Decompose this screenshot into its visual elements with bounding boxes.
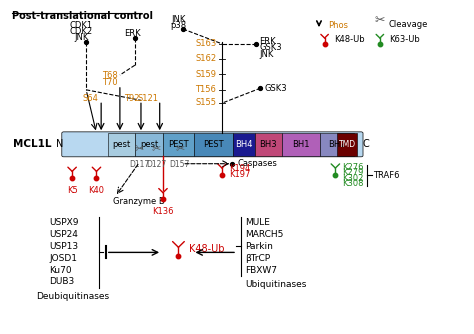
- Text: K5: K5: [67, 186, 77, 195]
- Text: USP13: USP13: [50, 242, 79, 251]
- Text: BH3: BH3: [260, 140, 277, 149]
- Text: ✂: ✂: [135, 145, 144, 155]
- Text: ✂: ✂: [152, 145, 161, 155]
- Text: MCL1L: MCL1L: [13, 139, 52, 149]
- Text: JNK: JNK: [74, 33, 89, 42]
- Text: K279: K279: [342, 168, 364, 177]
- Text: ERK: ERK: [124, 29, 141, 38]
- Text: CDK1: CDK1: [70, 21, 93, 30]
- Text: USPX9: USPX9: [50, 218, 79, 227]
- Text: T68: T68: [102, 70, 118, 79]
- Text: C: C: [363, 139, 369, 149]
- Text: DUB3: DUB3: [50, 278, 75, 287]
- Text: T92: T92: [124, 94, 139, 103]
- FancyBboxPatch shape: [255, 133, 282, 156]
- Text: BH2: BH2: [328, 140, 346, 149]
- Text: GSK3: GSK3: [264, 84, 287, 93]
- Text: TMD: TMD: [338, 140, 356, 149]
- FancyBboxPatch shape: [337, 133, 357, 156]
- Text: T156: T156: [195, 85, 217, 94]
- Text: N: N: [56, 139, 64, 149]
- Text: K48-Ub: K48-Ub: [189, 244, 224, 254]
- FancyBboxPatch shape: [108, 133, 136, 156]
- FancyBboxPatch shape: [282, 133, 320, 156]
- FancyBboxPatch shape: [194, 133, 233, 156]
- Text: K136: K136: [152, 207, 174, 216]
- Text: JNK: JNK: [259, 50, 274, 59]
- Text: D127: D127: [146, 160, 166, 169]
- Text: S121: S121: [137, 94, 158, 103]
- Text: ERK: ERK: [259, 37, 276, 46]
- Text: FBXW7: FBXW7: [246, 266, 277, 275]
- Text: S162: S162: [195, 54, 217, 63]
- Text: pest: pest: [140, 140, 158, 149]
- FancyBboxPatch shape: [320, 133, 354, 156]
- Text: S159: S159: [195, 70, 217, 79]
- Text: ✂: ✂: [374, 14, 385, 27]
- Text: K40: K40: [89, 186, 104, 195]
- Text: USP24: USP24: [50, 230, 79, 239]
- Text: MARCH5: MARCH5: [246, 230, 284, 239]
- FancyBboxPatch shape: [136, 133, 163, 156]
- Text: ✂: ✂: [175, 145, 184, 155]
- Text: Phos: Phos: [328, 21, 348, 30]
- Text: S155: S155: [195, 99, 217, 108]
- Text: K194: K194: [229, 164, 250, 173]
- Text: TRAF6: TRAF6: [374, 171, 400, 180]
- Text: Cleavage: Cleavage: [388, 20, 428, 29]
- FancyBboxPatch shape: [62, 132, 363, 157]
- Text: pest: pest: [113, 140, 131, 149]
- Text: T70: T70: [102, 78, 118, 87]
- Text: Caspases: Caspases: [237, 159, 277, 168]
- Text: K308: K308: [342, 179, 364, 188]
- Text: Deubiquitinases: Deubiquitinases: [36, 292, 109, 301]
- Text: βTrCP: βTrCP: [246, 254, 271, 263]
- Text: D157: D157: [170, 160, 190, 169]
- Text: K302: K302: [342, 174, 364, 183]
- Text: p38: p38: [170, 21, 186, 30]
- FancyBboxPatch shape: [233, 133, 255, 156]
- Text: CDK2: CDK2: [70, 27, 93, 36]
- Text: Ubiquitinases: Ubiquitinases: [245, 280, 307, 289]
- Text: K197: K197: [229, 170, 250, 179]
- Text: K63-Ub: K63-Ub: [389, 35, 420, 44]
- Text: MULE: MULE: [246, 218, 270, 227]
- Text: K48-Ub: K48-Ub: [334, 35, 365, 44]
- Text: Ku70: Ku70: [50, 266, 72, 275]
- FancyBboxPatch shape: [163, 133, 194, 156]
- Text: S64: S64: [83, 94, 99, 103]
- Text: BH4: BH4: [235, 140, 253, 149]
- Text: Granzyme B: Granzyme B: [113, 197, 164, 206]
- Text: JOSD1: JOSD1: [50, 254, 78, 263]
- Text: JNK: JNK: [171, 15, 186, 24]
- Text: D117: D117: [129, 160, 150, 169]
- Text: GSK3: GSK3: [259, 43, 282, 52]
- Text: K276: K276: [342, 163, 364, 171]
- Text: S163: S163: [195, 39, 217, 48]
- Text: BH1: BH1: [292, 140, 310, 149]
- Text: Post-translational control: Post-translational control: [12, 11, 153, 21]
- Text: PEST: PEST: [168, 140, 189, 149]
- Text: PEST: PEST: [203, 140, 224, 149]
- Text: Parkin: Parkin: [246, 242, 273, 251]
